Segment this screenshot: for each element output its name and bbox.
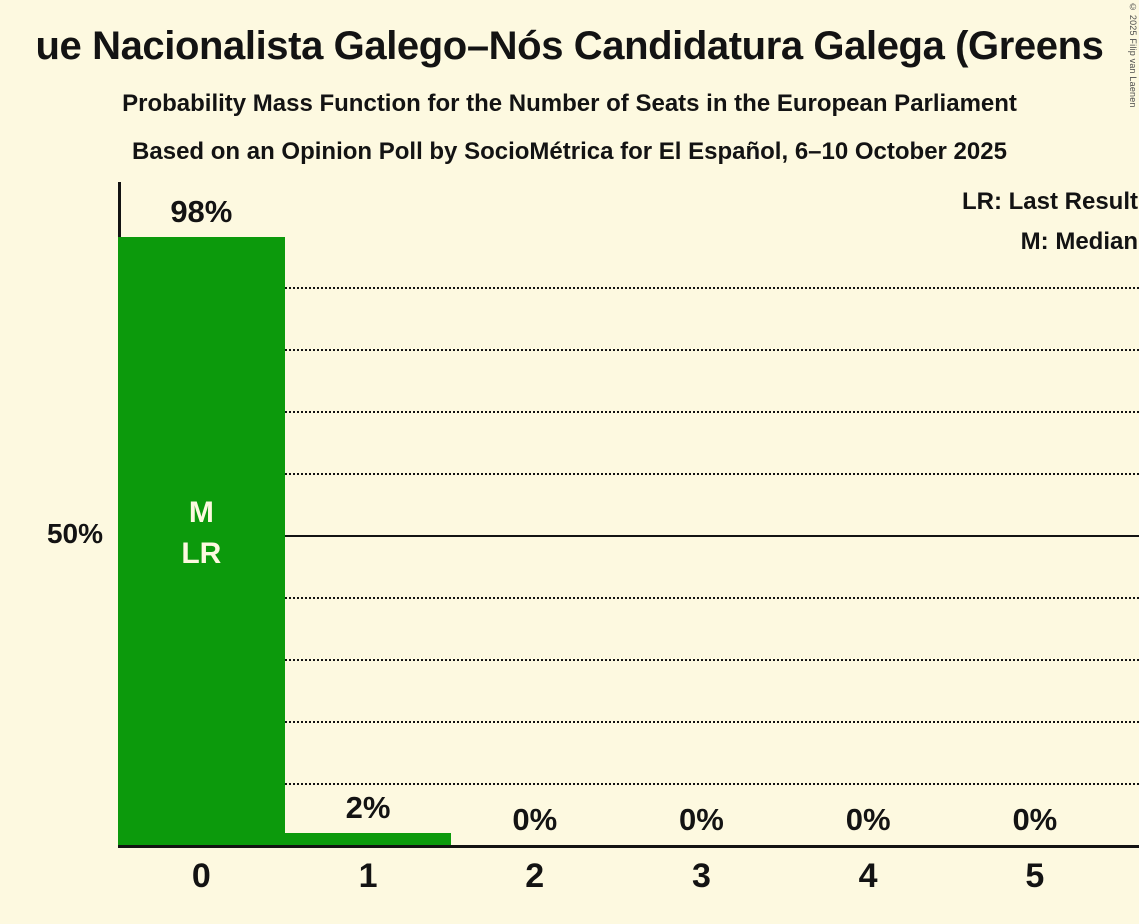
x-tick-label: 2 (525, 857, 545, 895)
chart-subtitle: Probability Mass Function for the Number… (122, 90, 1017, 117)
bar-value-label: 0% (512, 802, 558, 837)
bar-value-label: 2% (345, 789, 391, 825)
bar-value-label: 0% (1012, 802, 1058, 837)
gridline (285, 720, 1139, 723)
y-tick-label: 50% (46, 517, 103, 549)
bar-value-label: 98% (170, 194, 233, 229)
bar-value-label: 0% (679, 802, 724, 837)
last-result-marker: LR (181, 537, 222, 570)
gridline (285, 410, 1139, 413)
gridline (285, 658, 1139, 661)
gridline-major (285, 534, 1139, 537)
gridline (285, 286, 1139, 289)
legend: LR: Last Result M: Median (962, 182, 1138, 262)
x-tick-label: 1 (358, 857, 378, 895)
x-tick-label: 0 (191, 857, 211, 895)
bar-value-label: 0% (845, 802, 891, 837)
x-tick-label: 3 (691, 857, 711, 895)
legend-item-last-result: LR: Last Result (961, 188, 1138, 215)
page-title: ue Nacionalista Galego–Nós Candidatura G… (35, 24, 1104, 68)
legend-item-median: M: Median (1020, 228, 1138, 255)
x-tick-label: 4 (858, 857, 878, 895)
gridline (285, 472, 1139, 475)
copyright-notice: © 2025 Filip van Laenen (1128, 2, 1138, 108)
gridline (285, 596, 1139, 599)
gridline (285, 348, 1139, 351)
x-axis-line (118, 845, 1139, 848)
bar (284, 832, 452, 845)
plot-area: M LR 98% 2% 0% 0% 0% 0% 0 1 2 3 4 5 50% LR: Last Re… (47, 182, 1139, 895)
chart-source-line: Based on an Opinion Poll by SocioMétrica… (132, 138, 1007, 165)
bar: M LR (118, 237, 285, 845)
gridline (285, 782, 1139, 785)
x-tick-label: 5 (1025, 857, 1045, 895)
median-marker: M (188, 496, 214, 529)
bar-marker-labels: M LR (118, 492, 285, 574)
